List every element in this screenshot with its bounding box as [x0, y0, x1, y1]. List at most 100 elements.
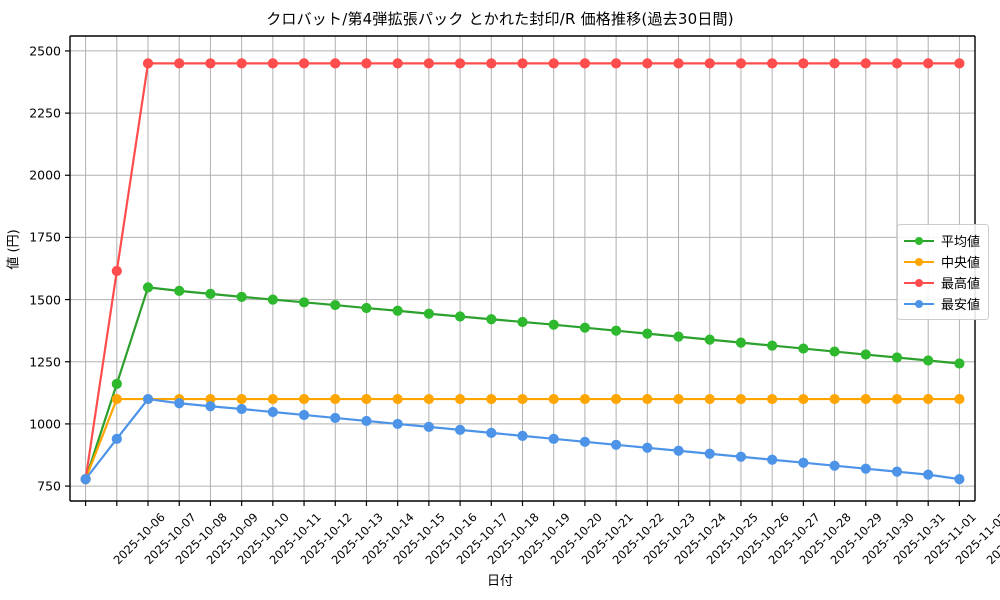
- data-point: [923, 393, 934, 405]
- legend-marker-icon: [904, 234, 934, 248]
- data-point: [611, 58, 622, 69]
- legend-marker-icon: [904, 297, 934, 311]
- legend-marker-icon: [904, 276, 934, 290]
- data-point: [423, 393, 434, 405]
- data-point: [205, 288, 216, 299]
- data-point: [673, 445, 684, 456]
- data-point: [330, 393, 341, 405]
- data-point: [517, 393, 528, 405]
- data-point: [767, 340, 778, 351]
- data-point: [392, 418, 403, 430]
- y-tick-label: 2250: [29, 105, 61, 121]
- data-point: [767, 58, 778, 69]
- data-point: [111, 378, 122, 389]
- data-point: [205, 58, 216, 69]
- data-point: [80, 474, 91, 485]
- data-point: [923, 355, 934, 366]
- data-point: [454, 393, 466, 405]
- y-tick-label: 1750: [29, 229, 61, 245]
- data-point: [673, 393, 684, 405]
- data-point: [642, 442, 653, 453]
- data-point: [486, 393, 497, 405]
- data-point: [111, 433, 122, 444]
- data-point: [611, 393, 622, 405]
- data-point: [330, 299, 341, 311]
- data-point: [860, 393, 871, 405]
- data-point: [298, 58, 310, 69]
- data-point: [517, 58, 528, 69]
- data-point: [829, 58, 840, 69]
- data-point: [954, 393, 965, 405]
- data-point: [579, 436, 591, 447]
- data-point: [642, 393, 653, 405]
- data-point: [735, 58, 747, 69]
- data-point: [891, 466, 903, 477]
- data-point: [486, 314, 497, 325]
- data-point: [704, 334, 715, 345]
- data-point: [704, 448, 715, 459]
- data-point: [174, 398, 185, 409]
- data-point: [267, 393, 278, 405]
- data-point: [860, 349, 871, 360]
- data-point: [891, 352, 903, 363]
- legend-item-中央値[interactable]: 中央値: [904, 251, 980, 272]
- data-point: [174, 285, 185, 296]
- data-point: [454, 311, 466, 322]
- legend-item-最高値[interactable]: 最高値: [904, 272, 980, 293]
- data-point: [236, 58, 247, 69]
- data-point: [860, 463, 871, 474]
- data-point: [392, 58, 403, 69]
- data-point: [454, 424, 466, 435]
- data-point: [330, 58, 341, 69]
- data-point: [111, 393, 122, 405]
- data-point: [642, 58, 653, 69]
- data-point: [891, 58, 903, 69]
- data-point: [891, 393, 903, 405]
- legend-label: 中央値: [941, 256, 981, 271]
- data-point: [267, 294, 278, 305]
- y-tick-label: 2500: [29, 43, 61, 59]
- legend-marker-icon: [904, 255, 934, 269]
- y-tick-label: 1250: [29, 354, 61, 370]
- data-point: [205, 401, 216, 412]
- data-point: [454, 58, 466, 69]
- data-point: [611, 325, 622, 336]
- legend-label: 平均値: [941, 235, 981, 250]
- data-point: [735, 337, 747, 348]
- data-point: [798, 343, 809, 354]
- chart-title: クロバット/第4弾拡張パック とかれた封印/R 価格推移(過去30日間): [266, 10, 734, 28]
- data-point: [142, 393, 154, 405]
- data-point: [673, 58, 684, 69]
- data-point: [361, 302, 372, 314]
- data-point: [798, 457, 809, 468]
- data-point: [267, 406, 278, 418]
- data-point: [486, 427, 497, 438]
- legend-item-平均値[interactable]: 平均値: [904, 230, 980, 251]
- data-point: [298, 409, 310, 421]
- data-point: [954, 358, 965, 369]
- data-point: [548, 319, 559, 330]
- data-point: [798, 58, 809, 69]
- data-point: [548, 393, 559, 405]
- data-point: [111, 265, 122, 277]
- data-point: [517, 430, 528, 441]
- data-point: [579, 322, 591, 333]
- data-point: [423, 421, 434, 432]
- data-point: [298, 393, 310, 405]
- y-tick-label: 2000: [29, 167, 61, 183]
- data-point: [330, 412, 341, 424]
- data-point: [798, 393, 809, 405]
- data-point: [579, 58, 591, 69]
- data-point: [642, 328, 653, 339]
- data-point: [954, 474, 965, 485]
- data-point: [392, 305, 403, 316]
- data-point: [954, 58, 965, 69]
- data-point: [361, 415, 372, 427]
- data-point: [486, 58, 497, 69]
- data-point: [735, 451, 747, 462]
- data-point: [267, 58, 278, 69]
- data-point: [548, 58, 559, 69]
- data-point: [392, 393, 403, 405]
- data-point: [923, 58, 934, 69]
- legend-item-最安値[interactable]: 最安値: [904, 293, 980, 314]
